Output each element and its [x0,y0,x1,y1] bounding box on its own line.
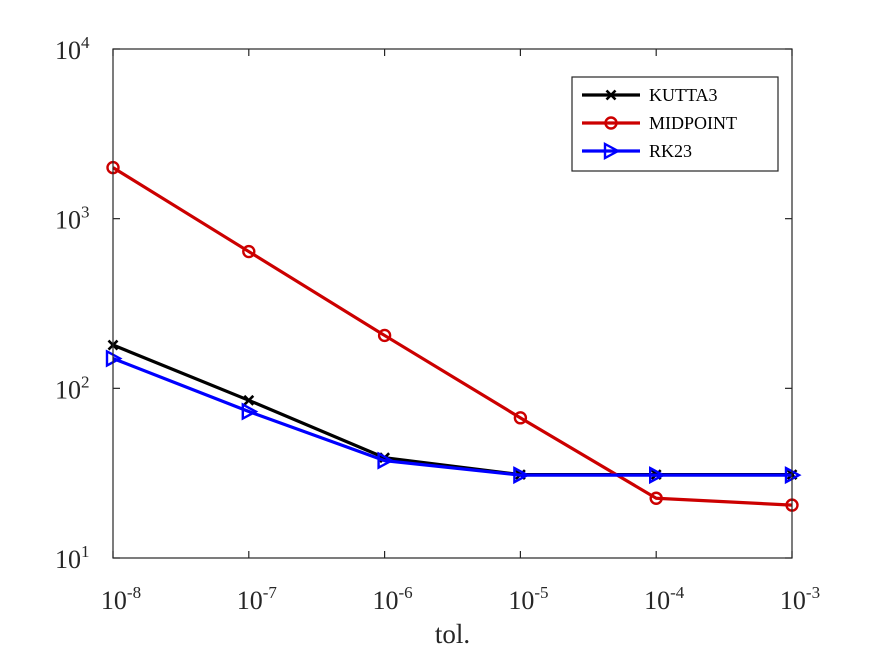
y-tick-label: 102 [55,372,90,404]
legend-label-kutta3: KUTTA3 [649,85,718,105]
data-point-rk23 [377,451,395,470]
x-axis-title: tol. [435,619,470,649]
legend-marker-kutta3 [605,89,617,101]
data-point-rk23 [513,466,530,485]
series-line-rk23 [112,356,792,477]
x-tick-label: 10-5 [508,583,548,615]
y-tick-label: 101 [55,542,90,574]
series-line-midpoint [112,166,793,507]
x-tick-label: 10-4 [644,583,685,615]
series-layer [105,160,802,512]
legend: KUTTA3 MIDPOINT RK23 [571,76,779,172]
data-point-rk23 [649,466,666,485]
legend-marker-rk23 [603,141,621,161]
legend-label-rk23: RK23 [649,141,692,161]
legend-label-midpoint: MIDPOINT [649,113,737,133]
x-tick-label: 10-3 [780,583,820,615]
data-point-midpoint [513,411,528,425]
data-point-midpoint [377,328,392,343]
axes-box [112,48,793,559]
legend-marker-midpoint [604,116,618,130]
y-tick-label: 104 [55,33,90,65]
x-tick-label: 10-6 [373,583,413,615]
data-point-kutta3 [243,394,255,406]
data-point-rk23 [241,402,259,421]
series-line-kutta3 [112,343,792,477]
x-tick-label: 10-8 [101,583,141,615]
ticks-layer: 10-8 10-7 10-6 10-5 10-4 10-3 101 102 103 104 [55,33,820,615]
x-tick-label: 10-7 [237,583,278,615]
data-point-midpoint [649,491,663,505]
y-tick-label: 103 [55,203,90,235]
data-point-midpoint [242,244,256,259]
